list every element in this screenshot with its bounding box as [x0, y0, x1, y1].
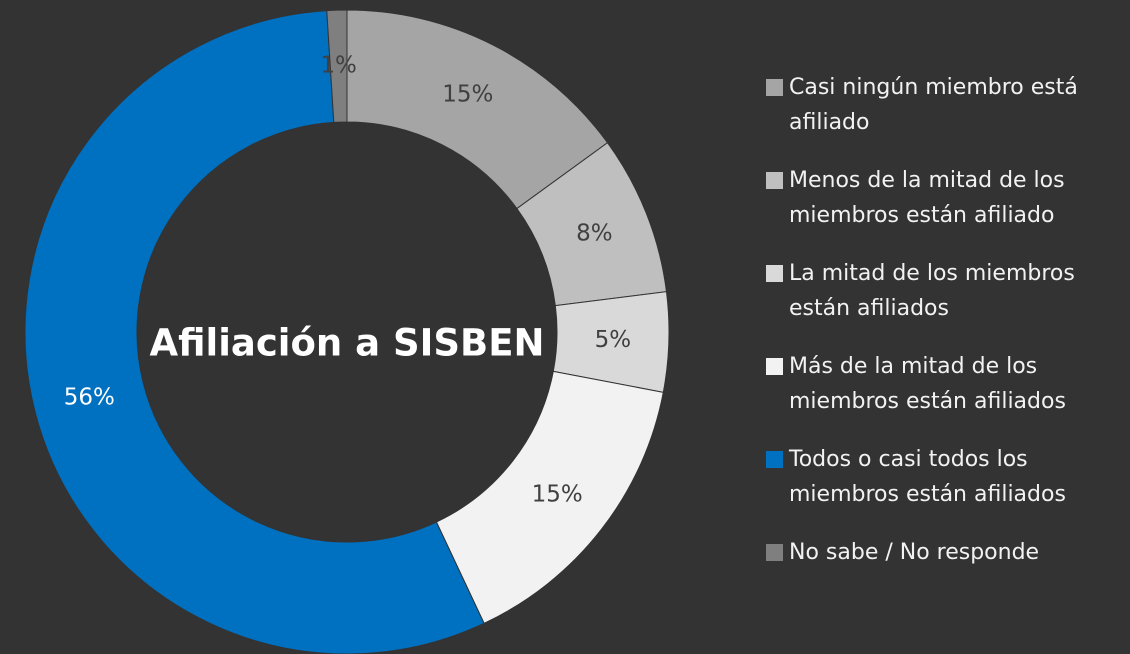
- legend-item: Más de la mitad de los miembros están af…: [766, 349, 1128, 419]
- value-label: 15%: [442, 81, 493, 107]
- value-label: 1%: [320, 53, 357, 79]
- legend-item: No sabe / No responde: [766, 535, 1128, 570]
- legend-label: No sabe / No responde: [789, 540, 1040, 565]
- legend-label: Más de la mitad de los miembros están af…: [789, 354, 1066, 414]
- legend-swatch: [766, 79, 783, 96]
- donut-segment: [24, 10, 485, 654]
- legend-label: Menos de la mitad de los miembros están …: [789, 168, 1065, 228]
- legend-label: La mitad de los miembros están afiliados: [789, 261, 1075, 321]
- legend-item: La mitad de los miembros están afiliados: [766, 256, 1128, 326]
- legend-item: Casi ningún miembro está afiliado: [766, 70, 1128, 140]
- legend-swatch: [766, 544, 783, 561]
- value-label: 8%: [576, 221, 613, 247]
- legend-item: Todos o casi todos los miembros están af…: [766, 442, 1128, 512]
- donut-segment: [326, 9, 348, 123]
- legend-swatch: [766, 358, 783, 375]
- legend: Casi ningún miembro está afiliado Menos d…: [766, 70, 1128, 593]
- legend-swatch: [766, 265, 783, 282]
- value-label: 5%: [595, 327, 632, 353]
- legend-label: Casi ningún miembro está afiliado: [789, 75, 1078, 135]
- legend-label: Todos o casi todos los miembros están af…: [789, 447, 1066, 507]
- legend-swatch: [766, 172, 783, 189]
- legend-item: Menos de la mitad de los miembros están …: [766, 163, 1128, 233]
- value-label: 56%: [64, 385, 115, 411]
- value-label: 15%: [532, 482, 583, 508]
- legend-swatch: [766, 451, 783, 468]
- chart-title: Afiliación a SISBEN: [149, 322, 544, 365]
